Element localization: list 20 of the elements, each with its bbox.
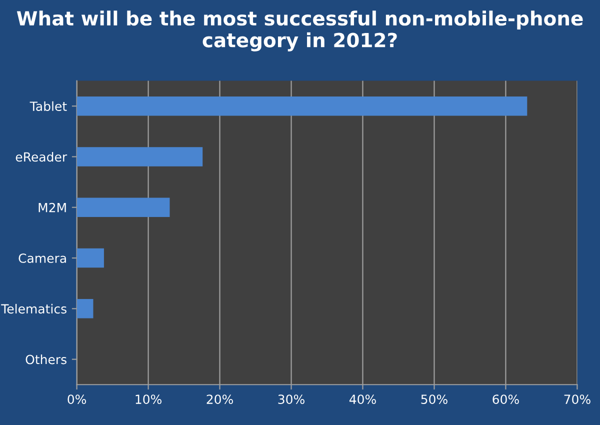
y-tick-label: Camera [18,253,66,263]
y-tick-label: Tablet [30,101,67,111]
y-tick-label: Others [26,354,66,364]
x-tick-label: 0% [68,394,86,404]
bar [76,198,170,217]
x-tick-label: 60% [492,394,519,404]
x-tick-label: 70% [564,394,590,404]
bar [76,147,203,166]
x-tick-label: 50% [421,394,448,404]
y-tick-label: M2M [38,202,66,212]
y-tick-label: eReader [16,152,68,162]
x-tick-label: 20% [206,394,233,404]
x-tick-label: 40% [349,394,376,404]
bar [76,299,94,318]
y-tick-label: Telematics [1,304,66,314]
x-tick-label: 10% [136,394,162,404]
x-tick-label: 30% [278,394,304,404]
bar [76,248,104,268]
chart-title: What will be the most successful non-mobile-phone category in 2012? [16,10,583,52]
bar [76,96,528,116]
